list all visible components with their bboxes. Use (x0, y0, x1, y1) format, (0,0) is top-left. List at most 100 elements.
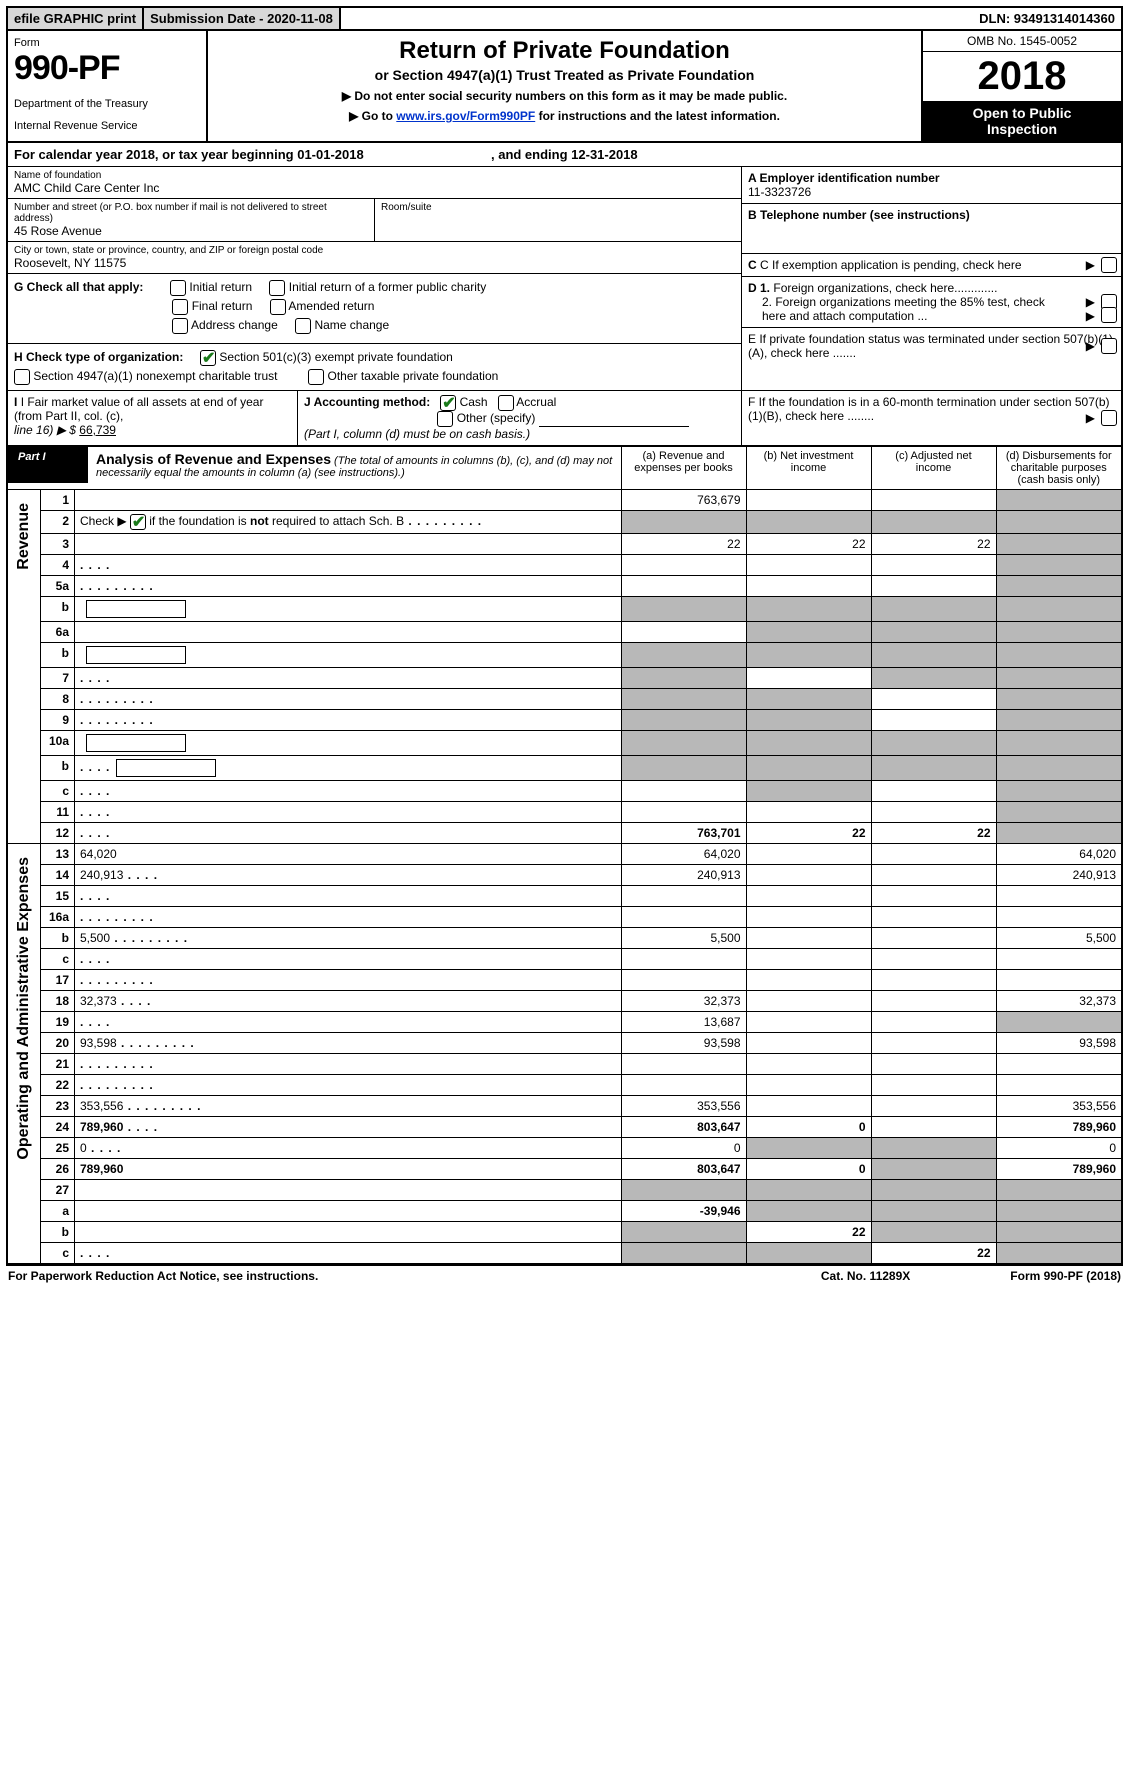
cell-d (996, 802, 1121, 823)
chk-other-taxable[interactable] (308, 369, 324, 385)
cell-c (871, 928, 996, 949)
cell-b (746, 756, 871, 781)
cell-c (871, 622, 996, 643)
cell-d (996, 1222, 1121, 1243)
irs-link[interactable]: www.irs.gov/Form990PF (396, 109, 535, 123)
cell-c (871, 490, 996, 511)
chk-sch-b[interactable] (130, 514, 146, 530)
cell-d (996, 555, 1121, 576)
table-row: 1913,687 (8, 1012, 1121, 1033)
submission-date-button[interactable]: Submission Date - 2020-11-08 (144, 8, 341, 29)
cell-d (996, 731, 1121, 756)
table-row: 10a (8, 731, 1121, 756)
city-label: City or town, state or province, country… (14, 245, 735, 256)
row-number: 25 (41, 1138, 75, 1159)
row-desc (75, 622, 622, 643)
cell-b (746, 1243, 871, 1264)
form-label: Form (14, 37, 40, 49)
table-row: 2093,59893,59893,598 (8, 1033, 1121, 1054)
cell-a (621, 1054, 746, 1075)
note-ssn: ▶ Do not enter social security numbers o… (214, 89, 915, 103)
chk-status-terminated[interactable] (1101, 338, 1117, 354)
cell-b (746, 1075, 871, 1096)
cell-b: 22 (746, 534, 871, 555)
cell-a (621, 802, 746, 823)
cell-a (621, 970, 746, 991)
cell-b (746, 710, 871, 731)
row-number: 26 (41, 1159, 75, 1180)
chk-initial-former[interactable] (269, 280, 285, 296)
cell-c (871, 731, 996, 756)
foundation-name: AMC Child Care Center Inc (14, 181, 159, 195)
cell-a: 64,020 (621, 844, 746, 865)
chk-name-change[interactable] (295, 318, 311, 334)
chk-85pct-test[interactable] (1101, 307, 1117, 323)
row-desc (75, 668, 622, 689)
cell-a (621, 756, 746, 781)
cell-b (746, 928, 871, 949)
cell-b (746, 689, 871, 710)
cell-b (746, 907, 871, 928)
row-desc (75, 823, 622, 844)
chk-60month[interactable] (1101, 410, 1117, 426)
row-number: 27 (41, 1180, 75, 1201)
foundation-name-cell: Name of foundation AMC Child Care Center… (8, 167, 741, 199)
row-desc: 5,500 (75, 928, 622, 949)
cell-a (621, 886, 746, 907)
efile-print-button[interactable]: efile GRAPHIC print (8, 8, 144, 29)
g-o5: Address change (191, 318, 278, 332)
cell-c (871, 949, 996, 970)
chk-other-method[interactable] (437, 411, 453, 427)
ein: 11-3323726 (748, 185, 811, 199)
cell-d (996, 534, 1121, 555)
chk-address-change[interactable] (172, 318, 188, 334)
cell-a (621, 949, 746, 970)
chk-amended-return[interactable] (270, 299, 286, 315)
cell-a (621, 1075, 746, 1096)
cell-c: 22 (871, 823, 996, 844)
chk-4947a1[interactable] (14, 369, 30, 385)
footer-right: Form 990-PF (2018) (1010, 1269, 1121, 1283)
table-row: 25000 (8, 1138, 1121, 1159)
open-line1: Open to Public (929, 105, 1115, 121)
cell-d: 240,913 (996, 865, 1121, 886)
chk-initial-return[interactable] (170, 280, 186, 296)
note-link-pre: ▶ Go to (349, 109, 396, 123)
row-number: 5a (41, 576, 75, 597)
row-number: c (41, 1243, 75, 1264)
g-o1: Initial return (189, 280, 252, 294)
c-label: C If exemption application is pending, c… (760, 258, 1022, 272)
arrow-icon: ▶ (1086, 295, 1095, 309)
section-j: J Accounting method: Cash Accrual Other … (298, 391, 741, 445)
table-row: 12763,7012222 (8, 823, 1121, 844)
note-link: ▶ Go to www.irs.gov/Form990PF for instru… (214, 109, 915, 123)
cell-d (996, 668, 1121, 689)
cell-b (746, 1054, 871, 1075)
chk-accrual[interactable] (498, 395, 514, 411)
row-number: b (41, 756, 75, 781)
cell-c (871, 710, 996, 731)
chk-501c3[interactable] (200, 350, 216, 366)
chk-exemption-pending[interactable] (1101, 257, 1117, 273)
dept-treasury: Department of the Treasury (14, 98, 200, 110)
cell-a: 763,701 (621, 823, 746, 844)
part1-desc: Analysis of Revenue and Expenses (The to… (88, 447, 621, 483)
form-id-box: Form 990-PF Department of the Treasury I… (8, 31, 208, 143)
calendar-year-row: For calendar year 2018, or tax year begi… (8, 143, 1121, 167)
chk-final-return[interactable] (172, 299, 188, 315)
chk-cash[interactable] (440, 395, 456, 411)
cell-b (746, 1033, 871, 1054)
cell-b (746, 1096, 871, 1117)
expenses-side-label: Operating and Administrative Expenses (13, 847, 35, 1170)
g-o4: Amended return (288, 299, 374, 313)
form-number: 990-PF (14, 49, 200, 88)
cell-d: 789,960 (996, 1117, 1121, 1138)
dept-irs: Internal Revenue Service (14, 120, 200, 132)
row-desc: Check ▶ if the foundation is not require… (75, 511, 622, 534)
b-label: B Telephone number (see instructions) (748, 208, 970, 222)
cell-c (871, 1075, 996, 1096)
part1-table: Part I Analysis of Revenue and Expenses … (8, 446, 1121, 1264)
cell-a: 93,598 (621, 1033, 746, 1054)
cell-d: 353,556 (996, 1096, 1121, 1117)
row-desc (75, 643, 622, 668)
